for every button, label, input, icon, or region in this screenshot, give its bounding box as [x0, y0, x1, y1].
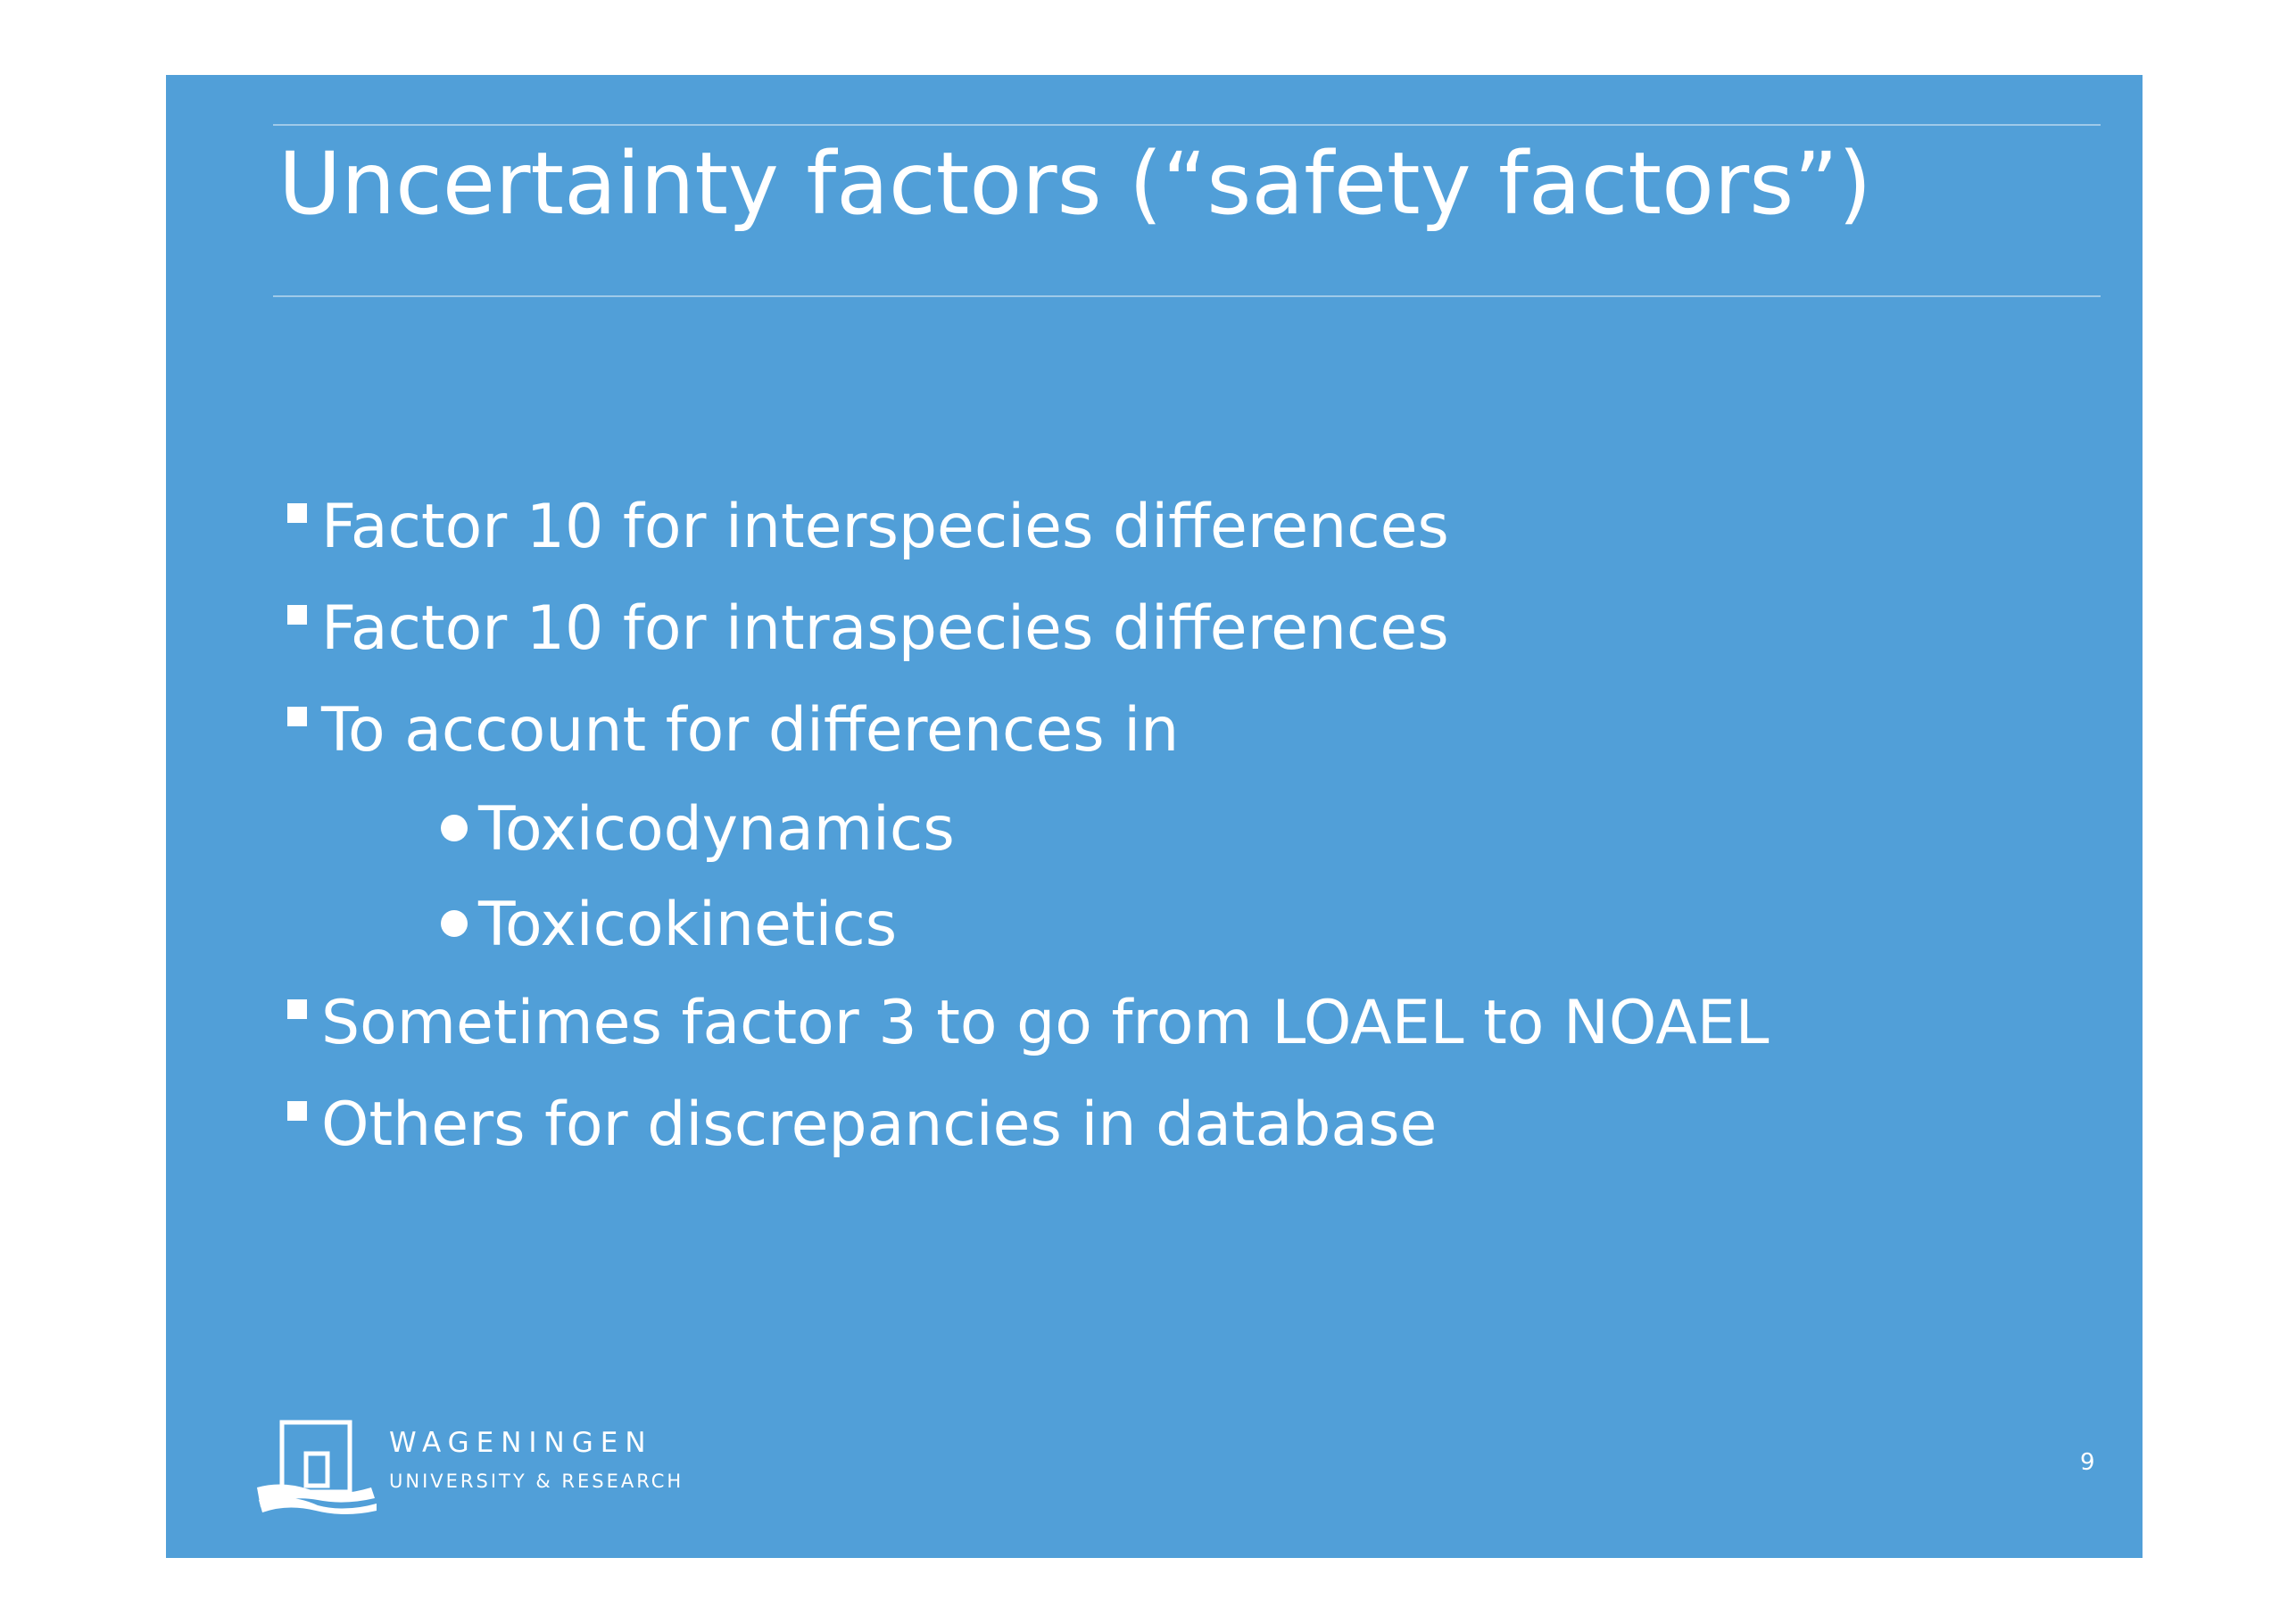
page-number: 9	[2080, 1449, 2095, 1476]
slide: Uncertainty factors (“safety factors”) F…	[166, 75, 2143, 1558]
bullet-text: Factor 10 for interspecies differences	[321, 492, 1449, 562]
title-bottom-divider	[273, 295, 2101, 297]
square-bullet-icon	[287, 605, 307, 625]
round-bullet-icon	[441, 815, 468, 841]
logo-name: WAGENINGEN	[389, 1427, 653, 1459]
bullet-text: To account for differences in	[321, 695, 1180, 766]
title-top-divider	[273, 124, 2101, 126]
round-bullet-icon	[441, 910, 468, 937]
logo-subtitle: UNIVERSITY & RESEARCH	[389, 1471, 684, 1492]
square-bullet-icon	[287, 707, 307, 726]
bullet-text: Others for discrepancies in database	[321, 1090, 1438, 1160]
square-bullet-icon	[287, 999, 307, 1019]
slide-title: Uncertainty factors (“safety factors”)	[278, 134, 1872, 234]
sub-bullet-text: Toxicokinetics	[478, 890, 898, 960]
square-bullet-icon	[287, 1101, 307, 1121]
bullet-text: Factor 10 for intraspecies differences	[321, 593, 1449, 664]
wageningen-logo-icon	[257, 1420, 377, 1514]
square-bullet-icon	[287, 503, 307, 523]
sub-bullet-text: Toxicodynamics	[478, 794, 955, 865]
bullet-text: Sometimes factor 3 to go from LOAEL to N…	[321, 988, 1770, 1058]
